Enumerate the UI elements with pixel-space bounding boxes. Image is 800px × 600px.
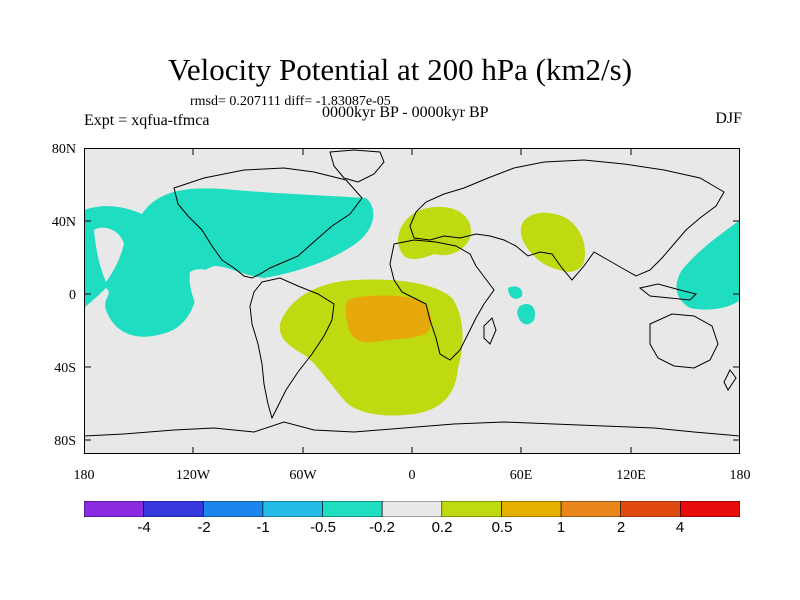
lon-label-120w: 120W bbox=[175, 468, 211, 483]
map-frame bbox=[84, 148, 740, 454]
colorbar-box-9 bbox=[620, 501, 681, 517]
anomaly-negative-indian-ocean bbox=[508, 286, 536, 325]
lat-label-40n: 40N bbox=[51, 215, 76, 230]
lon-label-120e: 120E bbox=[616, 468, 646, 483]
lon-label-60e: 60E bbox=[509, 468, 533, 483]
colorbar-box-10 bbox=[680, 501, 740, 517]
coast-antarctica bbox=[84, 421, 740, 437]
anomaly-positive-mediterranean bbox=[397, 206, 472, 260]
coastlines bbox=[84, 149, 740, 437]
colorbar-box-3 bbox=[262, 501, 323, 517]
colorbar bbox=[84, 501, 740, 517]
colorbar-label-3: -0.5 bbox=[310, 519, 336, 536]
coast-madagascar bbox=[483, 317, 497, 345]
coast-eurasia bbox=[409, 159, 725, 281]
anomaly-negative-north-pacific-atlantic bbox=[84, 188, 374, 337]
coast-north-america bbox=[173, 167, 363, 279]
season-label: DJF bbox=[715, 110, 742, 127]
hawaii-gap bbox=[94, 227, 124, 282]
colorbar-box-1 bbox=[143, 501, 204, 517]
colorbar-label-4: -0.2 bbox=[369, 519, 395, 536]
coast-greenland bbox=[329, 149, 385, 183]
colorbar-label-9: 4 bbox=[675, 519, 685, 536]
colorbar-box-5 bbox=[381, 501, 443, 517]
colorbar-label-2: -1 bbox=[256, 519, 270, 536]
lat-label-80s: 80S bbox=[54, 434, 76, 449]
colorbar-label-5: 0.2 bbox=[431, 519, 453, 536]
lon-label-0: 0 bbox=[408, 468, 416, 483]
stats-line: rmsd= 0.207111 diff= -1.83087e-05 bbox=[190, 94, 391, 109]
experiment-label: Expt = xqfua-tfmca bbox=[84, 112, 210, 129]
mexico-gap bbox=[189, 269, 224, 314]
lon-label-60w: 60W bbox=[289, 468, 317, 483]
colorbar-box-6 bbox=[441, 501, 502, 517]
colorbar-label-7: 1 bbox=[556, 519, 566, 536]
plot-title: Velocity Potential at 200 hPa (km2/s) bbox=[167, 52, 633, 87]
map-ticks bbox=[84, 148, 740, 454]
lon-label-180e: 180 bbox=[729, 468, 751, 483]
coast-australia bbox=[649, 313, 719, 369]
coast-africa bbox=[389, 239, 495, 361]
anomaly-strong-positive-core bbox=[345, 295, 432, 343]
lat-label-eq: 0 bbox=[69, 288, 76, 303]
anomaly-positive-india bbox=[520, 212, 586, 272]
colorbar-box-8 bbox=[560, 501, 622, 517]
colorbar-box-4 bbox=[322, 501, 383, 517]
coast-new-zealand bbox=[723, 369, 737, 391]
colorbar-box-2 bbox=[203, 501, 264, 517]
colorbar-box-7 bbox=[501, 501, 562, 517]
colorbar-label-6: 0.5 bbox=[491, 519, 513, 536]
anomaly-negative-west-pacific bbox=[676, 220, 740, 310]
colorbar-label-1: -2 bbox=[197, 519, 211, 536]
velocity-potential-map bbox=[84, 148, 740, 454]
lon-label-180w: 180 bbox=[73, 468, 95, 483]
colorbar-label-0: -4 bbox=[137, 519, 151, 536]
colorbar-label-8: 2 bbox=[616, 519, 626, 536]
colorbar-box-0 bbox=[84, 501, 144, 517]
lat-label-40s: 40S bbox=[54, 361, 76, 376]
coast-south-america bbox=[249, 277, 335, 420]
lat-label-80n: 80N bbox=[51, 142, 76, 157]
coast-maritime-continent bbox=[638, 283, 697, 301]
period-label: 0000kyr BP - 0000kyr BP bbox=[322, 104, 489, 121]
